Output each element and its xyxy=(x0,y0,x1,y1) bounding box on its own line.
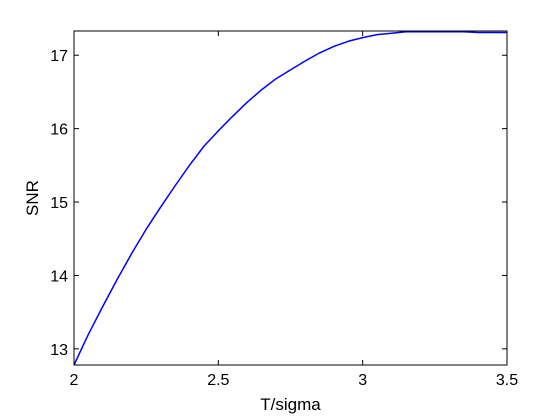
x-tick-label: 2 xyxy=(70,372,79,389)
y-tick-label: 13 xyxy=(50,342,68,359)
x-axis-ticks: 2 2.5 3 3.5 xyxy=(70,31,518,389)
x-tick-label: 3 xyxy=(358,372,367,389)
series-layer xyxy=(73,30,507,366)
y-axis-label: SNR xyxy=(23,180,42,216)
y-axis-ticks: 13 14 15 16 17 xyxy=(50,48,507,359)
plot-frame xyxy=(73,30,508,366)
y-tick-label: 17 xyxy=(50,48,68,65)
plot-area xyxy=(74,31,507,365)
x-axis-label: T/sigma xyxy=(260,395,321,414)
x-tick-label: 3.5 xyxy=(496,372,518,389)
snr-series-line xyxy=(73,30,507,366)
y-tick-label: 15 xyxy=(50,195,68,212)
x-tick-label: 2.5 xyxy=(207,372,229,389)
y-tick-label: 16 xyxy=(50,122,68,139)
y-tick-label: 14 xyxy=(50,268,68,285)
